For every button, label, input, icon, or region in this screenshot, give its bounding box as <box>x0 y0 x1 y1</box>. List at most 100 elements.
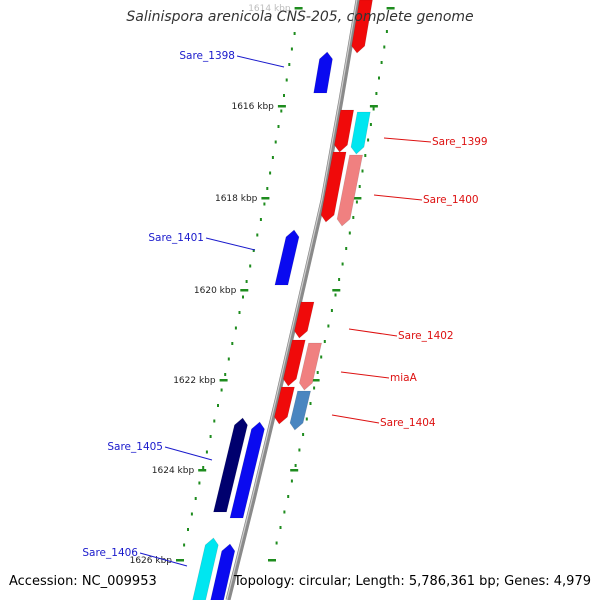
minor-tick <box>287 495 290 498</box>
minor-tick <box>358 185 361 188</box>
tick-label: 1616 kbp <box>231 102 274 112</box>
minor-tick <box>274 140 277 144</box>
tick-track-left <box>183 32 296 547</box>
leader-line-sare-1399 <box>383 137 432 143</box>
tick-label: 1618 kbp <box>215 194 258 204</box>
gene-label-miaa: miaA <box>390 372 418 384</box>
minor-tick <box>220 388 223 392</box>
major-tick <box>261 197 270 200</box>
minor-tick <box>385 30 388 33</box>
minor-tick <box>298 448 301 452</box>
minor-tick <box>341 262 344 266</box>
minor-tick <box>383 45 386 49</box>
major-tick <box>386 7 395 10</box>
tick-track-right <box>275 30 388 545</box>
minor-tick <box>256 233 259 237</box>
minor-tick <box>194 497 197 500</box>
minor-tick <box>259 218 262 221</box>
major-tick <box>219 379 228 382</box>
gene-label-sare-1399: Sare_1399 <box>432 136 488 148</box>
minor-tick <box>290 479 293 483</box>
leader-line-sare-1398 <box>236 55 285 68</box>
gene-arrow-sare-1404-b <box>289 390 311 431</box>
minor-tick <box>183 543 186 547</box>
major-tick <box>369 105 378 108</box>
leader-line-sare-1405 <box>164 446 213 461</box>
minor-tick <box>227 357 230 361</box>
minor-tick <box>252 249 255 252</box>
gene-label-sare-1406: Sare_1406 <box>82 547 138 559</box>
gene-label-sare-1402: Sare_1402 <box>398 330 454 342</box>
gene-label-sare-1405: Sare_1405 <box>107 441 163 453</box>
major-tick <box>176 559 184 562</box>
minor-tick <box>305 417 308 421</box>
minor-tick <box>187 528 189 531</box>
minor-tick <box>198 481 201 485</box>
minor-tick <box>361 169 364 173</box>
tick-label: 1624 kbp <box>152 466 195 476</box>
minor-tick <box>380 61 383 64</box>
gene-arrow-sare-1402 <box>294 301 315 339</box>
minor-tick <box>224 373 227 376</box>
major-tick <box>268 559 276 562</box>
minor-tick <box>283 94 285 97</box>
minor-tick <box>238 311 241 314</box>
minor-tick <box>190 512 193 516</box>
major-tick <box>353 197 362 200</box>
minor-tick <box>269 171 272 175</box>
minor-tick <box>367 138 370 142</box>
minor-tick <box>364 154 367 157</box>
leader-line-sare-1402 <box>348 328 398 337</box>
major-tick <box>277 105 286 108</box>
minor-tick <box>279 526 282 529</box>
minor-tick <box>277 125 280 128</box>
major-tick <box>311 379 320 382</box>
minor-tick <box>205 450 208 454</box>
gene-label-sare-1401: Sare_1401 <box>148 232 204 244</box>
map-title: Salinispora arenicola CNS-205, complete … <box>126 9 474 25</box>
tick-label: 1626 kbp <box>130 556 173 566</box>
major-tick <box>332 289 341 292</box>
major-tick <box>198 469 207 472</box>
minor-tick <box>294 464 297 467</box>
gene-arrow-sare-1405-a <box>213 417 248 513</box>
gene-arrow-mia-a-a <box>282 339 306 387</box>
gene-label-sare-1398: Sare_1398 <box>179 50 235 62</box>
gene-arrow-mia-a-b <box>299 342 322 391</box>
minor-tick <box>369 123 372 126</box>
minor-tick <box>355 200 358 204</box>
minor-tick <box>234 326 237 330</box>
gene-arrow-sare-1400-b <box>336 154 363 227</box>
minor-tick <box>302 433 305 436</box>
gene-arrow-sare-1399-a <box>334 109 355 153</box>
minor-tick <box>345 247 348 250</box>
genome-backbone <box>225 0 361 601</box>
accession-text: Accession: NC_009953 <box>9 574 157 589</box>
minor-tick <box>313 386 316 390</box>
tick-label: 1614 kbp <box>248 4 291 14</box>
minor-tick <box>263 202 266 206</box>
gene-arrow-sare-1398 <box>313 51 333 94</box>
genome-backbone-highlight <box>226 0 358 601</box>
gene-arrow-sare-1399-b <box>350 111 371 155</box>
major-tick <box>290 469 299 472</box>
leader-line-sare-1401 <box>205 237 256 251</box>
topology-text: Topology: circular; Length: 5,786,361 bp… <box>233 574 591 589</box>
leader-line-sare-1406 <box>139 552 188 567</box>
minor-tick <box>283 510 286 514</box>
minor-tick <box>316 371 319 374</box>
minor-tick <box>348 231 351 235</box>
minor-tick <box>266 187 269 190</box>
minor-tick <box>213 419 216 423</box>
minor-tick <box>280 109 283 113</box>
gene-label-sare-1400: Sare_1400 <box>423 194 479 206</box>
minor-tick <box>378 76 380 80</box>
tick-label: 1622 kbp <box>173 376 216 386</box>
leader-line-sare-1400 <box>373 194 423 201</box>
minor-tick <box>290 47 293 51</box>
minor-tick <box>323 340 326 343</box>
minor-tick <box>327 324 330 328</box>
minor-tick <box>334 293 337 297</box>
